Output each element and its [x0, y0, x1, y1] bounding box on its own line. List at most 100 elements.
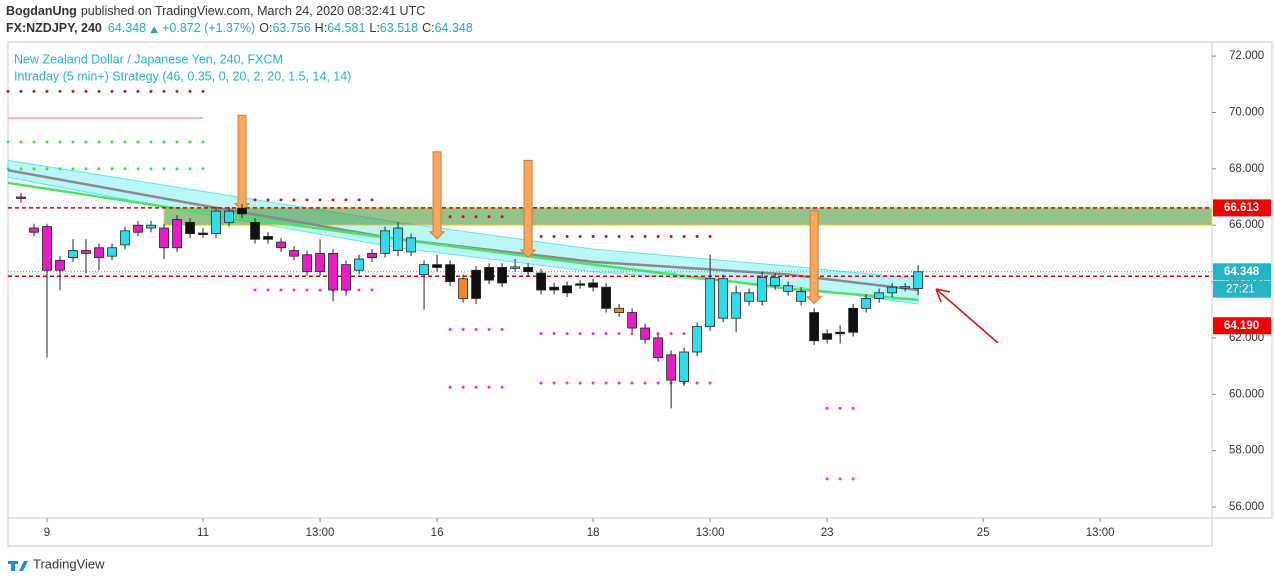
- candle-body: [224, 210, 234, 223]
- candle-body: [250, 221, 260, 240]
- candle-body: [575, 283, 585, 286]
- price-label: 64.190: [1224, 320, 1259, 332]
- time-axis-frame: [7, 517, 1213, 547]
- candle-body: [315, 252, 325, 273]
- candle-body: [770, 276, 781, 287]
- candle-body: [679, 351, 690, 382]
- candle-body: [159, 227, 169, 249]
- candle-body: [55, 260, 65, 271]
- candle-body: [81, 250, 91, 254]
- candle-body: [393, 227, 403, 251]
- y-tick-label: 56.000: [1229, 501, 1264, 513]
- x-tick-label: 13:00: [306, 527, 335, 539]
- x-tick-label: 13:00: [1086, 527, 1115, 539]
- candle-body: [718, 278, 729, 319]
- candle-body: [484, 267, 494, 281]
- candle-body: [809, 312, 820, 342]
- candle-body: [887, 286, 898, 294]
- y-tick-label: 70.000: [1229, 106, 1264, 118]
- x-tick-label: 9: [44, 527, 50, 539]
- published: published on TradingView.com, March 24, …: [81, 4, 425, 18]
- candle-body: [549, 286, 559, 291]
- y-tick-label: 66.000: [1229, 219, 1264, 231]
- candle-body: [640, 327, 651, 340]
- ohlc-label: H:: [315, 21, 328, 35]
- candle-body: [133, 224, 143, 233]
- y-tick-label: 68.000: [1229, 163, 1264, 175]
- candle-body: [406, 237, 416, 253]
- candle-body: [172, 219, 182, 249]
- candle-body: [146, 224, 156, 229]
- ohlc-label: O:: [259, 21, 272, 35]
- candle-body: [523, 267, 533, 273]
- candle-body: [783, 285, 794, 292]
- plot-frame: [7, 41, 1213, 519]
- up-triangle: [150, 26, 159, 34]
- countdown: 27:21: [1226, 283, 1255, 295]
- signal-arrow: [233, 114, 251, 212]
- candle-body: [627, 312, 638, 329]
- y-tick-label: 72.000: [1229, 50, 1264, 62]
- candle-body: [588, 282, 598, 288]
- symbol: FX:NZDJPY, 240: [6, 21, 102, 35]
- price-label-box: [1213, 263, 1271, 281]
- candle-body: [419, 264, 429, 275]
- candle-body: [445, 264, 455, 282]
- ohlc-value: 63.756: [272, 21, 310, 35]
- candle-body: [497, 267, 507, 284]
- candle-body: [562, 285, 572, 294]
- footer: TradingView: [8, 556, 105, 571]
- candle-body: [757, 276, 768, 302]
- candle-body: [913, 271, 924, 289]
- annotation-arrow: [935, 288, 999, 344]
- candle-body: [237, 207, 247, 215]
- brand: TradingView: [33, 556, 105, 571]
- ohlc-label: C:: [422, 21, 435, 35]
- candle-body: [198, 232, 208, 235]
- candle-body: [692, 326, 703, 353]
- candle-body: [471, 269, 481, 299]
- candle-body: [276, 241, 286, 249]
- price: 64.348: [108, 21, 146, 35]
- candle-body: [185, 221, 195, 235]
- price-label: 64.348: [1224, 266, 1260, 278]
- candle-body: [666, 354, 677, 381]
- x-tick-label: 23: [821, 527, 834, 539]
- candle-body: [328, 252, 338, 291]
- candle-body: [341, 264, 351, 291]
- countdown-box: [1213, 280, 1271, 298]
- candle-body: [120, 230, 130, 246]
- x-tick-label: 11: [197, 527, 209, 539]
- x-tick-label: 13:00: [696, 527, 725, 539]
- signal-arrow: [519, 159, 537, 258]
- zone: [163, 207, 1213, 226]
- symbol-line: FX:NZDJPY, 240 64.348 +0.872 (+1.37%) O:63.…: [6, 21, 473, 35]
- candle-body: [29, 227, 39, 233]
- logo: [8, 561, 28, 571]
- candle-body: [94, 247, 104, 258]
- candle-body: [822, 333, 833, 340]
- candle-body: [835, 331, 846, 335]
- candle-body: [653, 337, 664, 359]
- signal-arrow: [428, 151, 446, 240]
- candle-body: [536, 272, 546, 291]
- candle-body: [744, 292, 755, 302]
- candle-body: [458, 278, 468, 299]
- y-tick-label: 60.000: [1229, 388, 1264, 400]
- candle-body: [614, 307, 625, 313]
- x-tick-label: 16: [431, 527, 444, 539]
- legend-instrument: New Zealand Dollar / Japanese Yen, 240, …: [14, 52, 283, 66]
- ohlc-value: 64.581: [327, 21, 365, 35]
- y-tick-label: 58.000: [1229, 445, 1264, 457]
- x-tick-label: 18: [587, 527, 600, 539]
- candle-body: [380, 230, 390, 254]
- candle-body: [705, 278, 716, 328]
- y-tick-label: 62.000: [1229, 332, 1264, 344]
- publish-line: BogdanUng published on TradingView.com, M…: [6, 4, 425, 18]
- candle-body: [263, 236, 273, 240]
- candle-body: [861, 298, 872, 309]
- legend-strategy: Intraday (5 min+) Strategy (46, 0.35, 0,…: [14, 69, 351, 83]
- price-axis-frame: [1211, 41, 1273, 519]
- candle-body: [848, 307, 859, 333]
